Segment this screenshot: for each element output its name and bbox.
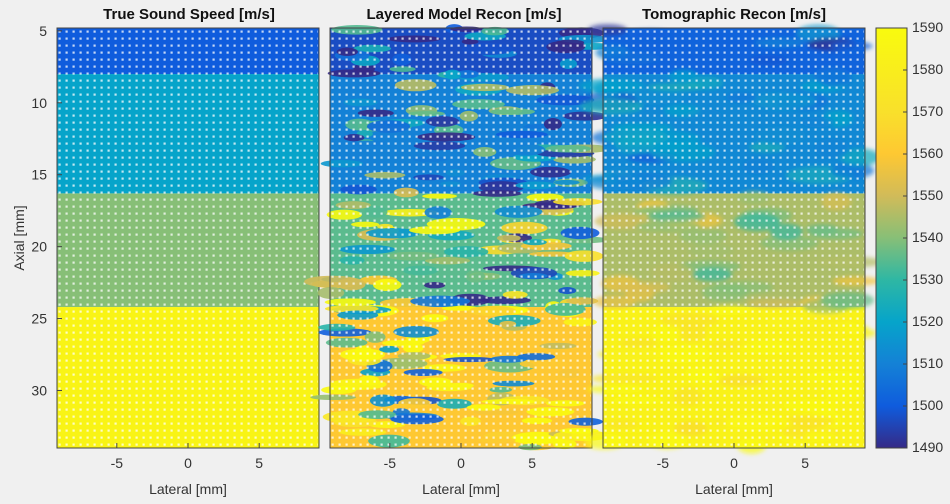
x-axis-label: Lateral [mm] (422, 481, 500, 497)
colorbar-ticks: 1490 1500 1510 1520 1530 1540 1550 1560 1570 1580… (903, 19, 943, 455)
x-tick-label: 5 (255, 455, 263, 471)
element-dots (331, 29, 591, 447)
x-tick-label: 0 (184, 455, 192, 471)
colorbar-tick-label: 1550 (912, 187, 943, 203)
colorbar-tick-label: 1590 (912, 19, 943, 35)
x-tick-label: -5 (657, 455, 670, 471)
x-ticks: -5 0 5 (384, 443, 536, 471)
colorbar-tick-label: 1490 (912, 439, 943, 455)
x-tick-label: -5 (111, 455, 124, 471)
x-ticks: -5 0 5 (657, 443, 809, 471)
y-ticks: 5 10 15 20 25 30 (31, 23, 62, 398)
panel-title: Layered Model Recon [m/s] (366, 6, 561, 23)
colorbar: 1490 1500 1510 1520 1530 1540 1550 1560 1570 1580… (875, 19, 943, 455)
panel-2: Layered Model Recon [m/s] -5 0 5 Lateral [… (304, 6, 616, 497)
y-tick-label: 10 (31, 95, 47, 111)
x-axis-label: Lateral [mm] (695, 481, 773, 497)
y-tick-label: 20 (31, 239, 47, 255)
x-tick-label: 5 (801, 455, 809, 471)
y-tick-label: 5 (39, 23, 47, 39)
colorbar-tick-label: 1500 (912, 397, 943, 413)
colorbar-tick-label: 1520 (912, 313, 943, 329)
x-axis-label: Lateral [mm] (149, 481, 227, 497)
heatmap-cells (57, 28, 319, 448)
x-tick-label: 5 (528, 455, 536, 471)
colorbar-tick-label: 1530 (912, 271, 943, 287)
colorbar-gradient (875, 27, 908, 449)
colorbar-tick-label: 1560 (912, 145, 943, 161)
element-dots (58, 29, 318, 447)
colorbar-tick-label: 1510 (912, 355, 943, 371)
colorbar-tick-label: 1570 (912, 103, 943, 119)
x-tick-label: 0 (730, 455, 738, 471)
panel-title: Tomographic Recon [m/s] (642, 6, 826, 23)
x-ticks: -5 0 5 (111, 443, 263, 471)
y-tick-label: 30 (31, 382, 47, 398)
colorbar-tick-label: 1580 (912, 61, 943, 77)
panel-title: True Sound Speed [m/s] (103, 6, 275, 23)
y-tick-label: 25 (31, 311, 47, 327)
y-tick-label: 15 (31, 167, 47, 183)
panel-3: Tomographic Recon [m/s] -5 0 5 Lateral [mm… (578, 6, 883, 497)
heatmap-cells (578, 24, 883, 454)
panel-1: True Sound Speed [m/s] -5 0 5 51015202530 … (31, 6, 320, 497)
x-tick-label: 0 (457, 455, 465, 471)
heatmap-cells (304, 24, 616, 451)
x-tick-label: -5 (384, 455, 397, 471)
y-axis-label: Axial [mm] (11, 205, 27, 270)
colorbar-tick-label: 1540 (912, 229, 943, 245)
element-dots (604, 29, 864, 447)
